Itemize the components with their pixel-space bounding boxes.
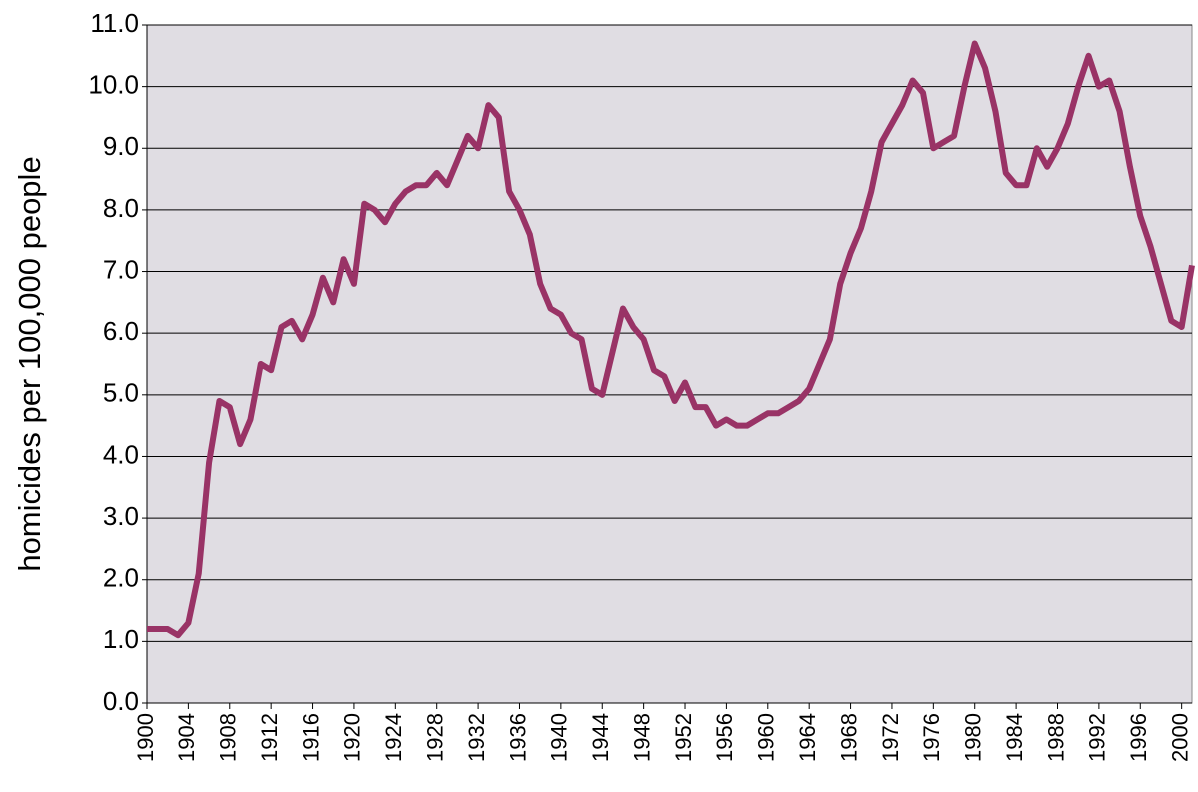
x-tick-label: 1900 xyxy=(133,713,158,762)
x-tick-label: 1952 xyxy=(671,713,696,762)
y-tick-label: 6.0 xyxy=(103,316,139,346)
y-tick-label: 5.0 xyxy=(103,378,139,408)
x-tick-label: 1944 xyxy=(588,713,613,762)
x-tick-label: 1960 xyxy=(754,713,779,762)
x-tick-label: 1912 xyxy=(257,713,282,762)
x-tick-label: 1984 xyxy=(1002,713,1027,762)
y-tick-label: 1.0 xyxy=(103,624,139,654)
y-tick-label: 7.0 xyxy=(103,254,139,284)
x-tick-label: 1904 xyxy=(174,713,199,762)
x-tick-label: 1956 xyxy=(712,713,737,762)
y-axis-label: homicides per 100,000 people xyxy=(12,156,47,571)
x-tick-label: 1980 xyxy=(961,713,986,762)
x-tick-label: 1932 xyxy=(464,713,489,762)
x-tick-label: 1988 xyxy=(1043,713,1068,762)
x-tick-label: 1908 xyxy=(216,713,241,762)
x-tick-label: 1972 xyxy=(878,713,903,762)
y-tick-label: 8.0 xyxy=(103,193,139,223)
y-tick-label: 11.0 xyxy=(90,8,139,38)
x-tick-label: 1928 xyxy=(423,713,448,762)
y-tick-label: 9.0 xyxy=(103,131,139,161)
y-tick-label: 0.0 xyxy=(103,686,139,716)
x-tick-label: 1976 xyxy=(919,713,944,762)
x-tick-label: 2000 xyxy=(1167,713,1192,762)
y-tick-label: 2.0 xyxy=(103,563,139,593)
x-tick-label: 1996 xyxy=(1126,713,1151,762)
x-tick-label: 1992 xyxy=(1085,713,1110,762)
x-tick-label: 1968 xyxy=(836,713,861,762)
y-tick-label: 3.0 xyxy=(103,501,139,531)
x-tick-label: 1940 xyxy=(547,713,572,762)
y-tick-label: 4.0 xyxy=(103,439,139,469)
x-tick-label: 1964 xyxy=(795,713,820,762)
x-tick-label: 1920 xyxy=(340,713,365,762)
plot-area xyxy=(146,24,1193,704)
x-tick-label: 1924 xyxy=(381,713,406,762)
x-tick-label: 1948 xyxy=(629,713,654,762)
data-line xyxy=(147,40,1195,639)
y-tick-label: 10.0 xyxy=(88,70,139,100)
x-tick-label: 1936 xyxy=(505,713,530,762)
x-tick-label: 1916 xyxy=(298,713,323,762)
